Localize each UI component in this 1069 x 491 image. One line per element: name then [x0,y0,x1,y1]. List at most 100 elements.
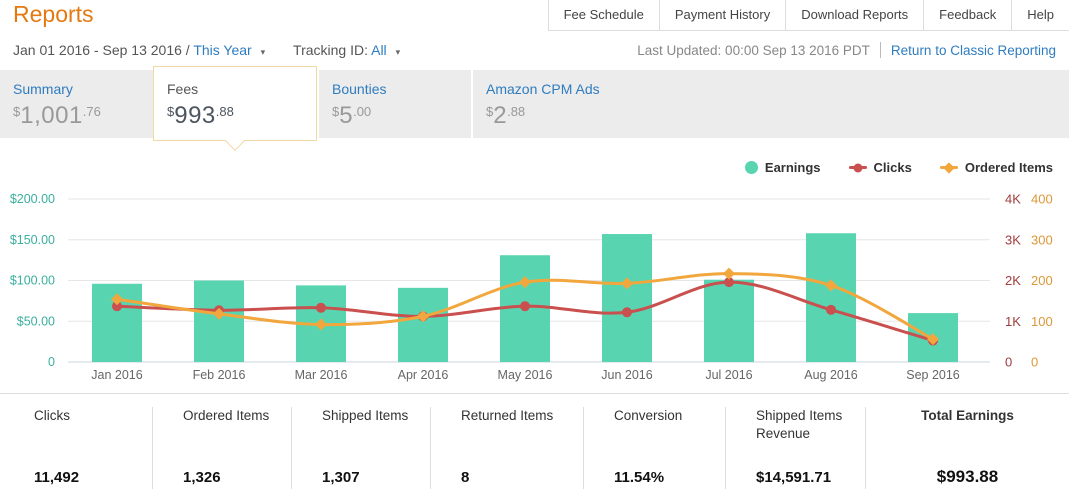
clicks-point-may-2016[interactable] [520,301,530,312]
clicks-point-mar-2016[interactable] [316,302,326,313]
stat-label: Conversion [614,408,683,423]
earnings-bar-jun-2016[interactable] [602,234,652,362]
tab-amazon-cpm-ads[interactable]: Amazon CPM Ads $2.88 [471,70,1069,138]
stat-shipped-items-revenue: Shipped Items Revenue $14,591.71 [725,407,865,489]
legend-item-clicks[interactable]: Clicks [848,160,912,175]
x-axis-label: Feb 2016 [193,368,246,382]
nav-payment-history-button[interactable]: Payment History [658,0,786,31]
ordered-items-point-apr-2016[interactable] [417,310,429,323]
last-updated-text: Last Updated: 00:00 Sep 13 2016 PDT [637,42,870,58]
earnings-bar-aug-2016[interactable] [806,233,856,362]
clicks-point-jun-2016[interactable] [622,307,632,318]
right-axis-clicks-tick: 1K [1005,314,1021,329]
summary-stats-table: Clicks 11,492 Ordered Items 1,326 Shipped It… [0,393,1069,489]
right-axis-ordered-tick: 400 [1031,192,1053,207]
right-axis-ordered-tick: 300 [1031,232,1053,247]
right-axis-ordered-tick: 200 [1031,273,1053,288]
legend-label: Earnings [764,160,821,175]
ordered-items-point-feb-2016[interactable] [213,307,225,320]
x-axis-label: Apr 2016 [398,368,449,382]
right-axis-clicks-tick: 2K [1005,273,1021,288]
update-info: Last Updated: 00:00 Sep 13 2016 PDT Retu… [637,42,1056,58]
x-axis-label: Jun 2016 [601,368,652,382]
chevron-down-icon[interactable]: ▾ [260,47,266,57]
earnings-tabs: Summary $1,001.76 Fees $993.88 Bounties $5.00… [0,66,1069,141]
tracking-id-dropdown[interactable]: All [371,42,387,58]
date-filter: Jan 01 2016 - Sep 13 2016 / This Year ▾ … [13,42,400,58]
stat-label: Returned Items [461,408,554,423]
stat-value: 11,492 [34,469,80,486]
right-axis-ordered-tick: 100 [1031,314,1053,329]
x-axis-label: May 2016 [498,368,553,382]
date-range-text: Jan 01 2016 - Sep 13 2016 / [13,42,190,58]
x-axis-label: Aug 2016 [804,368,858,382]
stat-returned-items: Returned Items 8 [430,407,583,489]
ordered-items-marker-icon [939,161,958,174]
earnings-marker-icon [744,161,758,174]
date-preset-dropdown[interactable]: This Year [193,42,252,58]
tab-value: $5.00 [332,102,372,129]
clicks-marker-icon [848,163,867,172]
nav-feedback-button[interactable]: Feedback [923,0,1012,31]
stat-total-earnings: Total Earnings $993.88 [865,407,1069,489]
right-axis-clicks-tick: 4K [1005,192,1021,207]
tracking-id-label: Tracking ID: [293,42,368,58]
page-title: Reports [13,1,94,27]
right-axis-ordered-tick: 0 [1031,355,1038,370]
stat-clicks: Clicks 11,492 [0,407,152,489]
nav-fee-schedule-button[interactable]: Fee Schedule [547,0,659,31]
tab-summary[interactable]: Summary $1,001.76 [0,70,153,138]
earnings-combo-chart: $200.00 4K 400 $150.00 3K 300 $100.00 2K 200 $50.… [10,192,1053,383]
clicks-point-jul-2016[interactable] [724,277,734,288]
stat-value: 1,307 [322,469,360,486]
earnings-bar-jul-2016[interactable] [704,279,754,362]
tab-label: Bounties [332,81,387,97]
tab-label: Amazon CPM Ads [486,81,600,97]
earnings-bar-apr-2016[interactable] [398,287,448,362]
ordered-items-point-mar-2016[interactable] [315,318,327,331]
nav-help-button[interactable]: Help [1011,0,1069,31]
nav-download-reports-button[interactable]: Download Reports [785,0,924,31]
tab-value: $1,001.76 [13,102,101,129]
left-axis-tick: 0 [48,355,55,369]
ordered-items-point-sep-2016[interactable] [927,333,939,346]
stat-value: 11.54% [614,469,665,486]
stat-conversion: Conversion 11.54% [583,407,725,489]
earnings-bar-feb-2016[interactable] [194,280,244,363]
return-to-classic-link[interactable]: Return to Classic Reporting [890,42,1056,58]
x-axis-label: Jul 2016 [705,368,752,382]
ordered-items-point-jun-2016[interactable] [621,277,633,290]
left-axis-tick: $150.00 [10,233,55,247]
filter-bar: Jan 01 2016 - Sep 13 2016 / This Year ▾ … [0,30,1069,58]
right-axis-clicks-tick: 3K [1005,232,1021,247]
stat-label: Ordered Items [183,408,270,423]
left-axis-tick: $50.00 [17,314,55,328]
tab-fees[interactable]: Fees $993.88 [153,66,317,141]
tab-label: Fees [167,81,199,97]
chart-section: Earnings Clicks Ordered Items $200.00 4K 400… [0,138,1069,393]
left-axis-tick: $100.00 [10,274,55,288]
stat-value: $993.88 [936,467,999,486]
ordered-items-point-jul-2016[interactable] [723,267,735,280]
ordered-items-point-aug-2016[interactable] [825,279,837,292]
tab-bounties[interactable]: Bounties $5.00 [317,70,471,138]
divider [879,42,881,58]
legend-item-earnings[interactable]: Earnings [744,160,821,175]
clicks-point-aug-2016[interactable] [826,304,836,315]
tab-value: $2.88 [486,102,526,129]
clicks-point-jan-2016[interactable] [112,301,122,312]
ordered-items-point-may-2016[interactable] [519,276,531,289]
left-axis-tick: $200.00 [10,192,55,206]
ordered-items-point-jan-2016[interactable] [111,293,123,306]
x-axis-label: Sep 2016 [906,368,960,382]
chevron-down-icon[interactable]: ▾ [395,47,401,57]
stat-label: Total Earnings [921,408,1014,423]
legend-label: Ordered Items [964,160,1053,175]
legend-item-ordered-items[interactable]: Ordered Items [939,160,1053,175]
legend-label: Clicks [873,160,912,175]
right-axis-clicks-tick: 0 [1005,355,1012,370]
tab-value: $993.88 [167,102,234,129]
stat-label: Shipped Items [322,408,409,423]
stat-value: 1,326 [183,469,221,486]
stat-label: Shipped Items Revenue [756,408,843,442]
